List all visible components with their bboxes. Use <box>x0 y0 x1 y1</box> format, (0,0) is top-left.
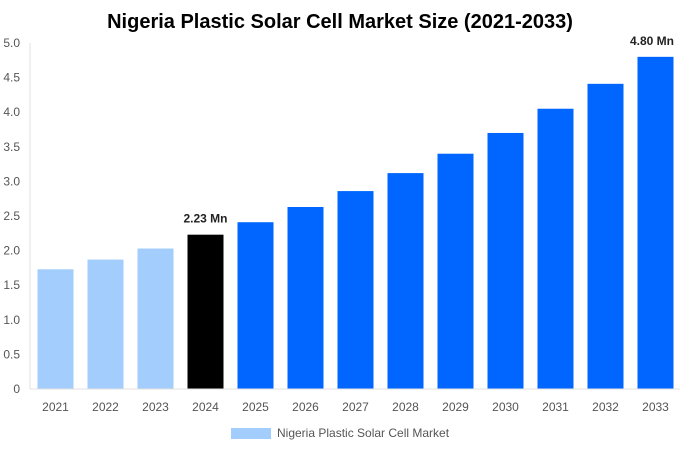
bar-2022[interactable] <box>87 259 124 389</box>
x-tick-label: 2026 <box>292 400 319 414</box>
x-axis: 2021 2022 2023 2024 2025 2026 2027 2028 2029 2030… <box>30 388 680 414</box>
bar-2029[interactable] <box>437 153 474 389</box>
bars <box>37 56 674 390</box>
y-tick-label: 1.5 <box>3 278 20 292</box>
y-tick-label: 2.5 <box>3 209 20 223</box>
bar-2024[interactable] <box>187 234 224 389</box>
bar-2027[interactable] <box>337 191 374 389</box>
bar-2025[interactable] <box>237 222 274 389</box>
y-tick-label: 4.0 <box>3 105 20 119</box>
x-tick-label: 2030 <box>492 400 519 414</box>
chart-title: Nigeria Plastic Solar Cell Market Size (… <box>107 11 573 33</box>
y-tick-label: 5.0 <box>3 36 20 50</box>
x-tick-label: 2025 <box>242 400 269 414</box>
y-tick-label: 4.5 <box>3 71 20 85</box>
bar-2023[interactable] <box>137 248 174 389</box>
bar-2030[interactable] <box>487 132 524 389</box>
y-tick-label: 3.0 <box>3 174 20 188</box>
bar-2033[interactable] <box>637 56 674 390</box>
data-label-2024: 2.23 Mn <box>183 212 227 226</box>
y-tick-label: 1.0 <box>3 313 20 327</box>
data-label-2033: 4.80 Mn <box>630 34 674 48</box>
y-axis: 0 0.5 1.0 1.5 2.0 2.5 3.0 3.5 4.0 4.5 5.0 <box>3 36 31 396</box>
x-tick-label: 2022 <box>92 400 119 414</box>
legend-swatch <box>231 428 271 439</box>
bar-2031[interactable] <box>537 108 574 390</box>
x-tick-label: 2033 <box>642 400 669 414</box>
y-tick-label: 2.0 <box>3 244 20 258</box>
legend-label: Nigeria Plastic Solar Cell Market <box>277 426 450 440</box>
x-tick-label: 2027 <box>342 400 369 414</box>
y-tick-label: 0.5 <box>3 347 20 361</box>
x-tick-label: 2028 <box>392 400 419 414</box>
x-tick-label: 2032 <box>592 400 619 414</box>
x-tick-label: 2023 <box>142 400 169 414</box>
y-tick-label: 3.5 <box>3 140 20 154</box>
x-tick-label: 2024 <box>192 400 219 414</box>
x-tick-label: 2021 <box>42 400 69 414</box>
x-tick-label: 2031 <box>542 400 569 414</box>
y-tick-label: 0 <box>13 382 20 396</box>
bar-2032[interactable] <box>587 83 624 389</box>
x-tick-label: 2029 <box>442 400 469 414</box>
bar-2028[interactable] <box>387 173 424 389</box>
legend[interactable]: Nigeria Plastic Solar Cell Market <box>231 426 450 440</box>
bar-2021[interactable] <box>37 269 74 389</box>
data-labels: 2.23 Mn 4.80 Mn <box>183 34 674 226</box>
bar-2026[interactable] <box>287 207 324 389</box>
